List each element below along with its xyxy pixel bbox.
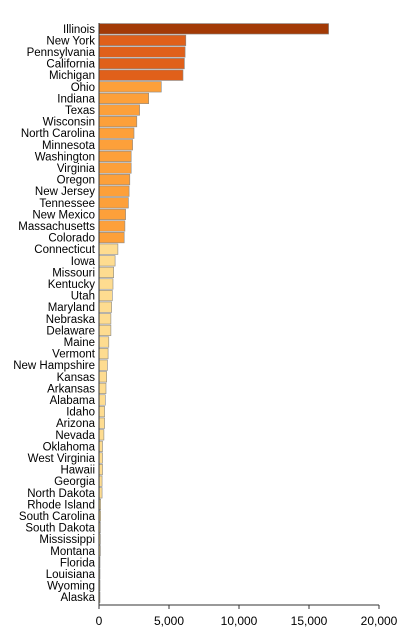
category-label: Nebraska: [46, 314, 96, 326]
category-label: Vermont: [52, 349, 96, 361]
category-label: Connecticut: [34, 244, 96, 256]
category-label: Missouri: [52, 267, 95, 279]
bar-delaware: [98, 324, 112, 336]
bar-kansas: [98, 371, 107, 383]
bar-new-york: [98, 34, 187, 46]
category-label: Pennsylvania: [27, 47, 96, 59]
bar-hawaii: [98, 464, 103, 476]
category-label: Rhode Island: [27, 499, 95, 511]
category-label: Washington: [35, 151, 95, 163]
category-label: North Dakota: [27, 488, 95, 500]
bar-arkansas: [98, 382, 107, 394]
category-label: Massachusetts: [18, 221, 95, 233]
category-label: New Hampshire: [13, 360, 95, 372]
category-label: Iowa: [71, 256, 96, 268]
category-label: Ohio: [71, 82, 95, 94]
bar-nevada: [98, 429, 105, 441]
category-label: South Dakota: [25, 523, 95, 535]
x-tick-label: 0: [96, 614, 103, 628]
bar-illinois: [98, 23, 329, 35]
bar-washington: [98, 150, 132, 162]
bar-oklahoma: [98, 440, 103, 452]
bar-oregon: [98, 174, 131, 186]
bar-colorado: [98, 232, 125, 244]
category-label: California: [46, 59, 95, 71]
category-label: Arkansas: [47, 383, 95, 395]
category-label: Wisconsin: [43, 117, 95, 129]
category-label: Tennessee: [39, 198, 95, 210]
category-label: Oklahoma: [43, 441, 96, 453]
category-label: New Jersey: [35, 186, 95, 198]
bar-massachusetts: [98, 220, 126, 232]
x-tick-label: 10,000: [221, 614, 258, 628]
category-label: Illinois: [63, 24, 95, 36]
bar-tennessee: [98, 197, 129, 209]
x-tick-label: 20,000: [361, 614, 398, 628]
bar-wisconsin: [98, 116, 138, 128]
bar-idaho: [98, 406, 105, 418]
category-label: Hawaii: [60, 465, 95, 477]
bar-new-jersey: [98, 185, 130, 197]
bar-vermont: [98, 348, 109, 360]
x-tick-label: 5,000: [154, 614, 184, 628]
category-label: Delaware: [46, 325, 95, 337]
category-label: Idaho: [66, 407, 95, 419]
category-label: New Mexico: [32, 209, 95, 221]
category-label: Nevada: [55, 430, 95, 442]
bar-indiana: [98, 92, 150, 104]
category-label: Indiana: [57, 93, 95, 105]
category-label: Texas: [65, 105, 95, 117]
bar-west-virginia: [98, 452, 103, 464]
category-label: Alabama: [50, 395, 96, 407]
category-label: Utah: [71, 291, 95, 303]
bar-nebraska: [98, 313, 112, 325]
bar-virginia: [98, 162, 132, 174]
bar-utah: [98, 290, 113, 302]
bar-arizona: [98, 417, 105, 429]
category-label: Oregon: [57, 175, 95, 187]
bar-pennsylvania: [98, 46, 186, 58]
bar-alabama: [98, 394, 106, 406]
category-label: Maryland: [48, 302, 95, 314]
bar-ohio: [98, 81, 162, 93]
category-label: Kansas: [57, 372, 96, 384]
category-label: Georgia: [54, 476, 96, 488]
bar-kentucky: [98, 278, 114, 290]
bar-texas: [98, 104, 140, 116]
category-label: Arizona: [56, 418, 96, 430]
bar-michigan: [98, 69, 184, 81]
bar-new-mexico: [98, 208, 126, 220]
category-label: Maine: [64, 337, 95, 349]
category-label: Mississippi: [39, 534, 95, 546]
bar-missouri: [98, 266, 114, 278]
category-label: Michigan: [49, 70, 95, 82]
category-label: Kentucky: [48, 279, 96, 291]
bar-connecticut: [98, 243, 119, 255]
category-label: Colorado: [48, 233, 95, 245]
category-label: Louisiana: [46, 569, 96, 581]
x-axis: [98, 23, 379, 606]
bar-iowa: [98, 255, 116, 267]
category-label: Florida: [60, 557, 96, 569]
category-label: Wyoming: [47, 581, 95, 593]
category-label: South Carolina: [19, 511, 96, 523]
bar-maine: [98, 336, 110, 348]
bar-maryland: [98, 301, 112, 313]
category-label: New York: [46, 35, 95, 47]
bar-california: [98, 58, 185, 70]
category-label: Virginia: [57, 163, 96, 175]
category-label: Montana: [50, 546, 95, 558]
bar-new-hampshire: [98, 359, 108, 371]
category-label: West Virginia: [28, 453, 96, 465]
category-label: Alaska: [60, 592, 95, 604]
bar-north-carolina: [98, 127, 135, 139]
x-axis-ticks-group: 0 5,000 10,000 15,000 20,000: [96, 605, 398, 628]
category-label: Minnesota: [42, 140, 96, 152]
bars-group: [98, 23, 329, 603]
x-tick-label: 15,000: [291, 614, 328, 628]
bar-minnesota: [98, 139, 133, 151]
category-label: North Carolina: [21, 128, 96, 140]
